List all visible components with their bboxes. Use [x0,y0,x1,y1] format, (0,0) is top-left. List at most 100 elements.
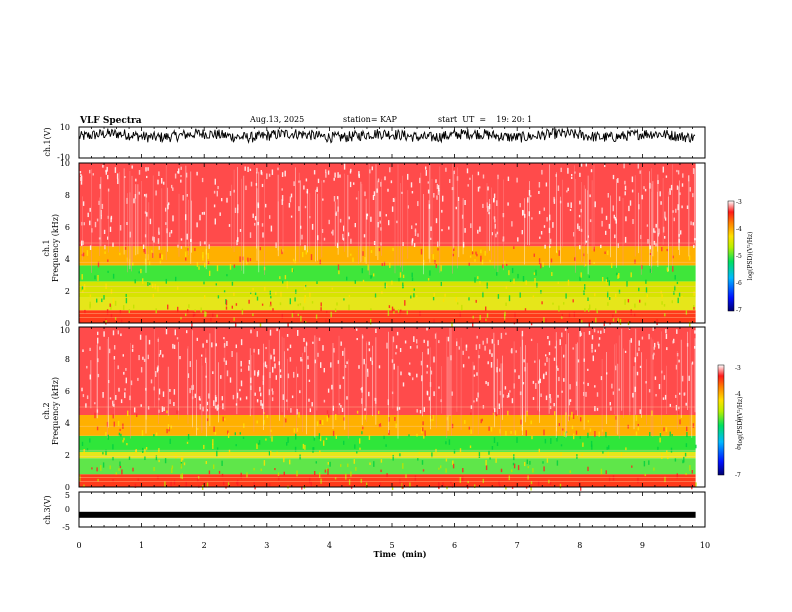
spectrogram-speckle [681,295,683,299]
spectrogram-speckle [396,406,399,411]
spectrogram-speckle [508,392,510,398]
spectrogram-speckle [511,469,513,473]
spectrogram-speckle [497,339,499,346]
spectrogram-speckle [107,259,109,262]
spectrogram-speckle [350,471,352,477]
spectrogram-speckle [477,229,479,234]
spectrogram-speckle [331,287,334,290]
spectrogram-speckle [419,177,421,184]
spectrogram-speckle [166,428,168,434]
spectrogram-speckle [114,167,117,173]
spectrogram-speckle [103,295,105,300]
spectrogram-speckle [432,254,434,260]
spectrogram-speckle [420,248,423,255]
spectrogram-speckle [161,406,164,412]
spectrogram-speckle [378,423,381,428]
spectrogram-speckle [237,237,239,242]
spectrogram-speckle [231,351,233,357]
spectrogram-speckle [486,313,489,318]
spectrogram-speckle [673,291,675,295]
spectrogram-speckle [546,217,548,222]
spectrogram-speckle [337,172,339,178]
spectrogram-speckle [275,242,277,248]
spectrogram-speckle [427,189,430,194]
spectrogram-band [79,281,696,298]
ch1-waveform-trace [78,128,696,145]
spectrogram-speckle [421,375,423,382]
spectrogram-speckle [268,451,271,456]
spectrogram-speckle [370,250,373,254]
spectrogram-speckle [243,423,245,428]
spectrogram-speckle [558,305,560,312]
spectrogram-speckle [639,299,641,303]
spectrogram-speckle [631,176,634,183]
spectrogram-speckle [381,263,383,267]
spectrogram-speckle [481,418,483,422]
spectrogram-speckle [567,187,569,191]
spectrogram-speckle [695,482,697,487]
spectrogram-speckle [482,203,484,208]
spectrogram-speckle [144,258,147,265]
spectrogram-speckle [373,191,376,197]
spectrogram-speckle [434,333,437,339]
spectrogram-speckle [624,191,626,196]
spectrogram-speckle [557,368,559,371]
spectrogram-speckle [196,222,198,228]
spectrogram-speckle [579,200,581,205]
spectrogram-speckle [601,429,604,432]
spectrogram-speckle [281,199,283,205]
spectrogram-speckle [632,392,634,398]
spectrogram-speckle [97,331,99,336]
spectrogram-speckle [676,473,678,479]
spectrogram-speckle [598,431,600,437]
spectrogram-speckle [301,486,303,490]
spectrogram-speckle [524,462,526,467]
spectrogram-speckle [399,310,401,315]
spectrogram-speckle [134,483,137,488]
spectrogram-speckle [530,486,532,491]
spectrogram-speckle [254,370,256,376]
spectrogram-speckle [419,410,422,414]
spectrogram-speckle [674,275,676,280]
spectrogram-speckle [316,421,319,427]
spectrogram-speckle [324,469,327,473]
spectrogram-speckle [442,195,444,202]
spectrogram-speckle [571,425,574,430]
spectrogram-speckle [142,356,144,360]
spectrogram-speckle [360,478,362,483]
spectrogram-speckle [264,287,266,291]
spectrogram-speckle [333,196,336,202]
spectrogram-speckle [678,359,680,363]
spectrogram-speckle [551,272,553,276]
spectrogram-speckle [102,165,104,168]
spectrogram-speckle [684,452,687,457]
spectrogram-speckle [350,238,352,244]
spectrogram-speckle [472,320,474,327]
spectrogram-speckle [239,388,241,392]
ch1-colorbar-ticks: -3 -4 -5 -6 -7 [736,199,742,314]
spectrogram-speckle [396,220,398,224]
spectrogram-speckle [101,203,104,209]
spectrogram-speckle [113,356,116,360]
spectrogram-speckle [600,330,602,334]
spectrogram-speckle [307,355,309,360]
spectrogram-speckle [233,317,235,321]
spectrogram-speckle [175,276,177,282]
spectrogram-speckle [619,319,622,325]
spectrogram-speckle [363,358,365,365]
spectrogram-speckle [256,296,259,301]
spectrogram-speckle [367,264,369,271]
spectrogram-speckle [204,295,206,299]
spectrogram-speckle [567,202,569,207]
spectrogram-speckle [335,434,337,439]
spectrogram-speckle [250,377,252,384]
spectrogram-speckle [279,276,281,280]
spectrogram-speckle [608,223,611,229]
spectrogram-speckle [657,446,659,450]
spectrogram-speckle [573,232,575,237]
spectrogram-speckle [604,251,606,255]
spectrogram-speckle [537,480,540,486]
spectrogram-speckle [188,304,190,308]
spectrogram-speckle [119,225,122,231]
spectrogram-speckle [280,291,282,297]
